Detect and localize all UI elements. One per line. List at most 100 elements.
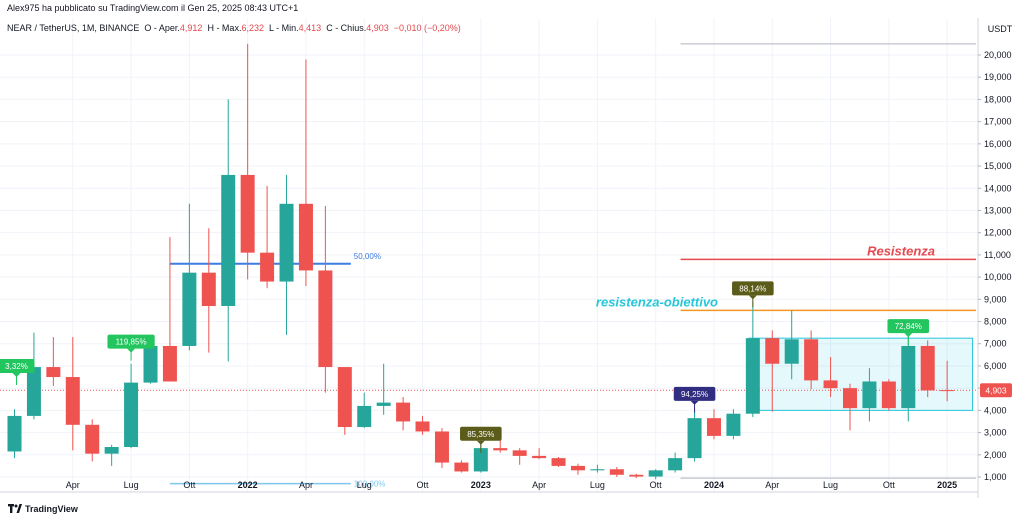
price-tick: 12,000 (978, 228, 1012, 238)
candle (629, 473, 644, 479)
candle (920, 340, 935, 398)
candle (551, 457, 566, 468)
candle (298, 59, 313, 286)
candle (201, 228, 216, 353)
price-tick: 19,000 (978, 72, 1012, 82)
candle-body (940, 390, 955, 392)
price-tick-label: 10,000 (984, 272, 1012, 282)
last-price-badge: 4,903 (980, 383, 1012, 398)
legend-close-label: C - Chius. (326, 23, 366, 33)
percent-callout: 88,14% (732, 281, 774, 308)
time-axis[interactable]: Apr Lug Ott 2022 Apr Lug Ott 2023 Apr Lug Ott 2024 A… (0, 480, 978, 493)
candle (85, 419, 100, 462)
price-tick-label: 15,000 (984, 161, 1012, 171)
price-tick-label: 8,000 (984, 317, 1007, 327)
candle-body (376, 402, 391, 406)
candle (104, 444, 119, 466)
candle-body (104, 447, 119, 454)
legend-change: −0,010 (−0,20%) (394, 23, 461, 33)
time-tick-label: 2025 (937, 480, 957, 490)
price-tick-label: 16,000 (984, 139, 1012, 149)
candle-body (668, 458, 683, 471)
time-tick-label: Apr (532, 480, 546, 490)
candle-body (46, 367, 61, 378)
candle-body (648, 470, 663, 477)
legend-high-value: 6,232 (241, 23, 269, 33)
price-tick: 13,000 (978, 205, 1012, 215)
price-tick: 8,000 (978, 317, 1007, 327)
candle (590, 464, 605, 473)
price-tick-label: 7,000 (984, 339, 1007, 349)
candle-body (260, 252, 275, 282)
candle-body (901, 345, 916, 409)
candle (512, 448, 527, 465)
candle-body (65, 377, 80, 425)
price-chart[interactable]: Resistenza resistenza-obiettivo 50,00% 100,… (0, 18, 1024, 498)
ohlc-legend: NEAR / TetherUS, 1M, BINANCE O - Aper.4,… (7, 23, 461, 33)
candle (823, 357, 838, 398)
price-tick: 15,000 (978, 161, 1012, 171)
brand[interactable]: TradingView (8, 504, 78, 514)
callout-box (732, 281, 774, 296)
candle-body (493, 448, 508, 451)
candle-body (745, 338, 760, 414)
time-tick-label: Apr (765, 480, 779, 490)
candle (940, 360, 955, 402)
candle (182, 203, 197, 351)
candle (415, 415, 430, 435)
candle-body (706, 418, 721, 436)
candle-body (473, 448, 488, 472)
candle-body (124, 382, 139, 448)
chart-footer: TradingView (0, 498, 1024, 521)
candle (357, 392, 372, 429)
candle-body (920, 345, 935, 391)
candle (881, 379, 896, 411)
last-price-bg (980, 383, 1012, 398)
callout-box (673, 386, 716, 401)
candle (279, 174, 294, 335)
callout-pointer (127, 348, 136, 353)
candle (376, 363, 391, 415)
candle-body (434, 431, 449, 463)
candle (901, 332, 916, 422)
candle-body (415, 421, 430, 432)
price-tick-label: 14,000 (984, 183, 1012, 193)
callout-box (0, 359, 35, 374)
price-tick-label: 1,000 (984, 472, 1007, 482)
chart-header: Alex975 ha pubblicato su TradingView.com… (0, 0, 1024, 18)
candle-body (804, 339, 819, 381)
candle-body (784, 339, 799, 364)
candle-body (609, 469, 624, 475)
candle (609, 467, 624, 477)
price-axis[interactable]: USDT1,0002,0003,0004,0005,0006,0007,0008… (977, 18, 1013, 498)
legend-low-value: 4,413 (299, 23, 327, 33)
last-price-label: 4,903 (985, 385, 1007, 395)
candle-body (357, 405, 372, 428)
legend-close-value: 4,903 (366, 23, 394, 33)
price-tick: 10,000 (978, 272, 1012, 282)
callout-label: 88,14% (739, 284, 766, 293)
candle (396, 397, 411, 431)
price-tick-label: 17,000 (984, 117, 1012, 127)
chart-legend: NEAR / TetherUS, 1M, BINANCE O - Aper.4,… (7, 23, 461, 33)
callout-pointer (476, 440, 485, 445)
candle (260, 186, 275, 289)
percent-callout: 3,32% (0, 359, 35, 386)
candle-body (279, 203, 294, 282)
percent-callout: 72,84% (887, 319, 930, 346)
candle (337, 367, 352, 435)
candle (26, 332, 41, 420)
candle-body (162, 345, 177, 382)
price-tick-label: 9,000 (984, 294, 1007, 304)
candle (221, 99, 236, 362)
candle-body (881, 381, 896, 409)
callout-label: 85,35% (467, 430, 494, 439)
time-tick-label: Ott (883, 480, 896, 490)
candle-body (85, 424, 100, 454)
chart-annotations-back: Resistenza resistenza-obiettivo 50,00% 100,… (0, 43, 978, 489)
resistance-label: Resistenza (867, 243, 935, 258)
candle-body (570, 465, 585, 471)
time-tick-label: 2024 (704, 480, 724, 490)
candle (745, 301, 760, 418)
candle (454, 460, 469, 473)
